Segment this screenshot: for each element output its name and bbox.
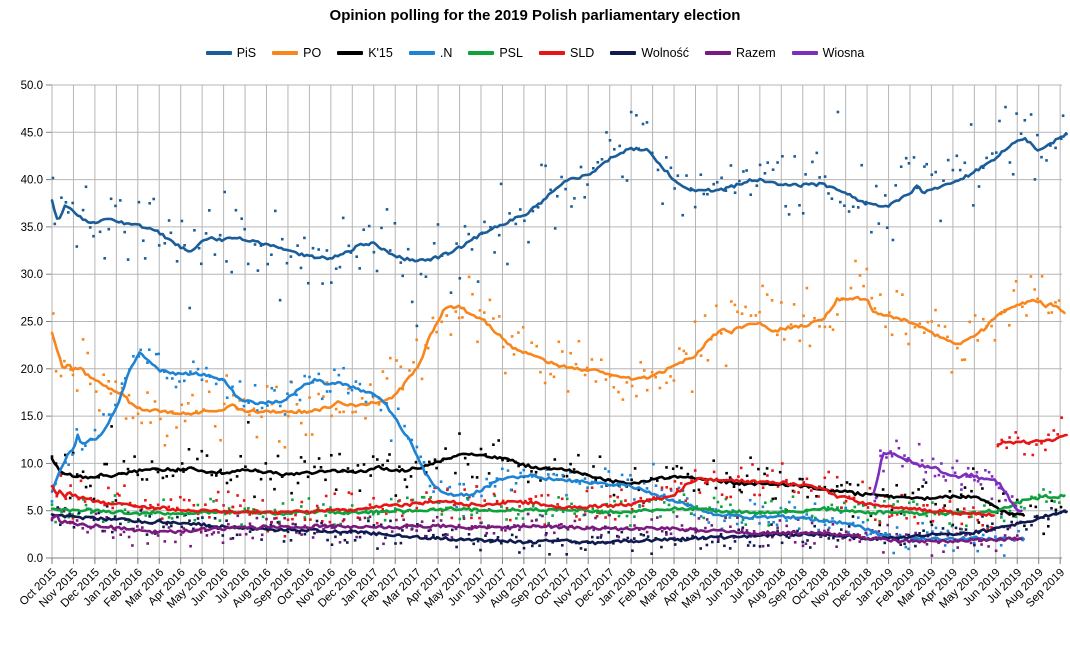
legend-label: Wiosna: [822, 46, 865, 60]
legend-swatch: [538, 51, 565, 56]
legend-item-Wolność: Wolność: [610, 47, 689, 60]
scatter-PiS: [51, 105, 1065, 328]
legend-label: Wolność: [641, 46, 690, 60]
legend-swatch: [468, 51, 495, 56]
svg-text:45.0: 45.0: [21, 127, 43, 139]
trend-line-K'15: [50, 452, 1025, 517]
legend-label: PSL: [499, 46, 523, 60]
legend-label: .N: [439, 46, 453, 60]
legend-swatch: [205, 51, 232, 56]
legend-item-PiS: PiS: [205, 46, 257, 60]
scatter-SLD: [52, 416, 1063, 538]
legend-label: K'15: [368, 46, 393, 60]
legend-item-SLD: SLD: [538, 46, 595, 60]
svg-text:35.0: 35.0: [21, 222, 43, 234]
svg-text:30.0: 30.0: [21, 269, 43, 281]
svg-text:0.0: 0.0: [27, 553, 43, 565]
legend-item-Razem: Razem: [705, 47, 776, 60]
trend-line-Razem: [50, 513, 1023, 544]
svg-text:5.0: 5.0: [27, 506, 43, 518]
legend-swatch: [408, 51, 435, 56]
legend-swatch: [610, 51, 637, 56]
legend-label: PO: [303, 46, 322, 60]
legend-item-.N: .N: [408, 46, 453, 60]
legend-item-Wiosna: Wiosna: [791, 46, 865, 60]
legend-label: Razem: [736, 46, 776, 60]
legend-swatch: [272, 51, 299, 56]
trend-line-Wiosna: [872, 451, 1023, 513]
trend-line-PiS: [50, 131, 1068, 263]
legend-label: PiS: [236, 46, 257, 60]
chart-legend: PiS PO K'15 .N PSL SLD Wolność Razem Wiosna: [0, 47, 1070, 60]
scatter-PO: [52, 259, 1061, 449]
svg-text:40.0: 40.0: [21, 175, 43, 187]
svg-text:25.0: 25.0: [21, 317, 43, 329]
legend-item-PO: PO: [272, 47, 321, 60]
gridlines: [46, 84, 1062, 564]
svg-text:10.0: 10.0: [21, 458, 43, 470]
legend-item-K'15: K'15: [337, 47, 393, 60]
legend-swatch: [337, 51, 364, 56]
legend-item-PSL: PSL: [468, 47, 523, 60]
legend-label: SLD: [569, 46, 595, 60]
svg-text:15.0: 15.0: [21, 411, 43, 423]
chart-title: Opinion polling for the 2019 Polish parl…: [329, 7, 741, 24]
trend-line-Wolność: [50, 509, 1068, 546]
legend-swatch: [705, 51, 732, 56]
trend-line-.N: [50, 351, 1025, 542]
trend-line-PO: [50, 295, 1066, 416]
svg-text:20.0: 20.0: [21, 364, 43, 376]
trend-line-SLD: [50, 433, 1068, 517]
svg-text:50.0: 50.0: [21, 80, 43, 92]
legend-swatch: [791, 51, 818, 56]
